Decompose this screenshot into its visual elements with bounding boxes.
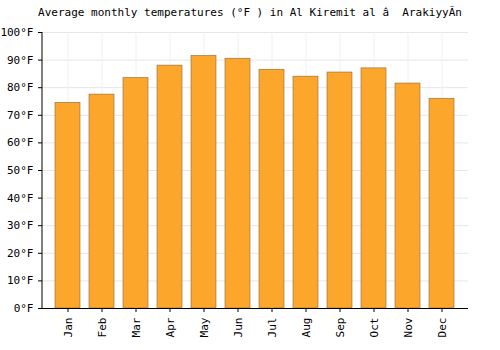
svg-text:20°F: 20°F: [7, 247, 34, 260]
svg-text:Dec: Dec: [436, 318, 449, 338]
svg-text:Jan: Jan: [62, 318, 75, 338]
html-text:Average monthly temperatures (: Average monthly temperatures (°F ) in Al…: [38, 6, 462, 19]
svg-text:50°F: 50°F: [7, 164, 34, 177]
svg-text:70°F: 70°F: [7, 109, 34, 122]
svg-text:Aug: Aug: [300, 318, 313, 338]
svg-text:0°F: 0°F: [14, 302, 34, 315]
svg-text:Sep: Sep: [334, 318, 347, 338]
svg-text:80°F: 80°F: [7, 81, 34, 94]
svg-text:Nov: Nov: [402, 317, 415, 337]
svg-text:Jun: Jun: [232, 318, 245, 338]
svg-text:30°F: 30°F: [7, 219, 34, 232]
svg-text:Jul: Jul: [266, 318, 279, 338]
svg-text:Mar: Mar: [130, 317, 143, 337]
svg-text:40°F: 40°F: [7, 192, 34, 205]
svg-text:100°F: 100°F: [0, 26, 33, 39]
svg-text:Oct: Oct: [368, 318, 381, 338]
svg-text:Feb: Feb: [96, 318, 109, 338]
svg-text:60°F: 60°F: [7, 136, 34, 149]
svg-text:10°F: 10°F: [7, 274, 34, 287]
svg-text:Apr: Apr: [164, 317, 177, 337]
svg-text:90°F: 90°F: [7, 54, 34, 67]
svg-text:May: May: [198, 317, 211, 337]
